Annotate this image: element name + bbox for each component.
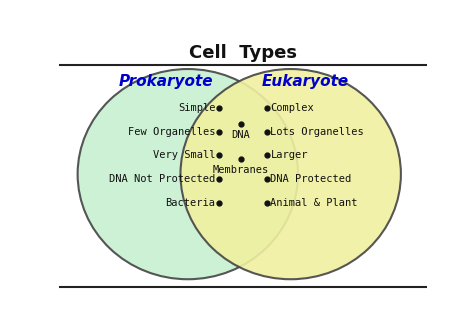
Text: Cell  Types: Cell Types [189,44,297,62]
Text: Complex: Complex [271,103,314,113]
Text: Eukaryote: Eukaryote [262,74,349,89]
Text: Animal & Plant: Animal & Plant [271,198,358,208]
Text: Few Organelles: Few Organelles [128,127,215,136]
Text: Prokaryote: Prokaryote [118,74,213,89]
Text: DNA Not Protected: DNA Not Protected [109,174,215,184]
Text: DNA Protected: DNA Protected [271,174,352,184]
Text: Very Small: Very Small [153,150,215,160]
Ellipse shape [78,69,298,279]
Ellipse shape [181,69,401,279]
Text: DNA: DNA [232,130,250,140]
Text: Bacteria: Bacteria [165,198,215,208]
Text: Lots Organelles: Lots Organelles [271,127,364,136]
Text: Membranes: Membranes [213,165,269,176]
Text: Larger: Larger [271,150,308,160]
Text: Simple: Simple [178,103,215,113]
